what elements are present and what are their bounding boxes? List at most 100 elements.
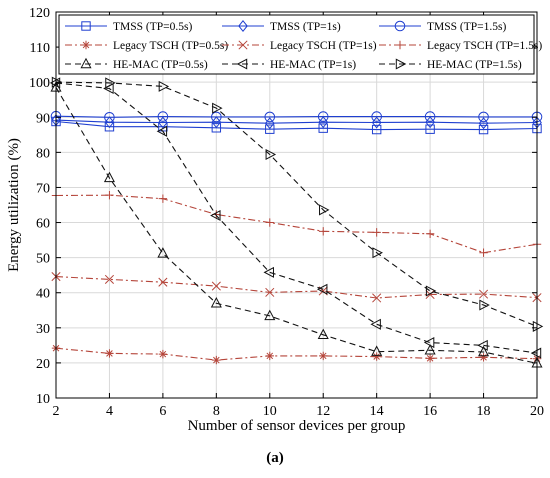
- legend-label: Legacy TSCH (TP=1.5s): [427, 40, 542, 52]
- legend-label: Legacy TSCH (TP=1s): [270, 40, 377, 52]
- y-tick-label: 100: [29, 76, 50, 91]
- legend-marker: [81, 40, 91, 50]
- data-point: [210, 209, 221, 222]
- data-point: [211, 281, 221, 291]
- series-line: [55, 81, 538, 327]
- legend-item: HE-MAC (TP=1s): [222, 58, 356, 71]
- data-point: [211, 123, 222, 133]
- data-point: [371, 345, 383, 356]
- series-7: [49, 77, 542, 359]
- data-point: [264, 309, 276, 321]
- x-tick-label: 16: [423, 404, 437, 419]
- data-point: [424, 344, 436, 355]
- data-point: [156, 125, 168, 137]
- y-tick-label: 70: [36, 181, 50, 196]
- data-point: [319, 227, 328, 236]
- series-line: [55, 120, 538, 131]
- data-point: [51, 76, 63, 88]
- data-point: [158, 194, 168, 203]
- legend-marker: [81, 21, 91, 31]
- data-point: [372, 352, 381, 361]
- data-point: [479, 248, 488, 257]
- data-point: [104, 116, 115, 129]
- legend-label: TMSS (TP=0.5s): [113, 21, 193, 33]
- data-point: [158, 349, 168, 359]
- legend-item: HE-MAC (TP=0.5s): [65, 57, 208, 71]
- series-line: [55, 119, 538, 124]
- legend-label: HE-MAC (TP=1s): [270, 59, 356, 71]
- axis-ticks: 10 20 30 40 50 60 70 80 90 100 110 120 2 4 6 8 10 12 14 16 1…: [29, 6, 544, 419]
- data-point: [105, 349, 114, 358]
- data-point: [263, 266, 274, 278]
- data-point: [104, 111, 115, 123]
- x-tick-label: 4: [106, 404, 113, 419]
- x-tick-label: 18: [477, 404, 491, 419]
- series-line: [55, 194, 538, 254]
- figure-caption: (a): [266, 450, 284, 466]
- y-tick-label: 60: [36, 217, 50, 232]
- x-tick-label: 2: [53, 404, 60, 419]
- data-point: [158, 80, 170, 92]
- data-point: [317, 328, 329, 340]
- legend-marker: [238, 20, 248, 32]
- data-point: [264, 111, 276, 123]
- series-lines: [49, 76, 544, 368]
- legend-label: TMSS (TP=1s): [270, 21, 341, 33]
- data-point: [478, 124, 489, 135]
- data-point: [424, 111, 436, 122]
- data-point: [210, 296, 222, 308]
- x-axis-label: Number of sensor devices per group: [188, 418, 406, 434]
- legend-box: [58, 14, 535, 75]
- legend-item: HE-MAC (TP=1.5s): [379, 58, 522, 71]
- y-tick-label: 120: [29, 6, 50, 21]
- x-tick-label: 14: [370, 404, 384, 419]
- data-point: [265, 218, 274, 227]
- data-point: [425, 124, 435, 134]
- data-point: [423, 337, 435, 349]
- data-point: [317, 111, 329, 122]
- legend-marker: [236, 58, 248, 70]
- data-point: [104, 274, 114, 284]
- series-4: [51, 272, 542, 303]
- legend-marker: [395, 40, 405, 50]
- data-point: [530, 347, 542, 359]
- data-point: [479, 353, 488, 362]
- series-line: [55, 347, 538, 361]
- y-tick-label: 30: [36, 322, 50, 337]
- data-point: [212, 102, 223, 114]
- data-point: [425, 285, 437, 297]
- series-3: [51, 343, 542, 365]
- data-point: [478, 111, 489, 123]
- data-point: [105, 77, 116, 89]
- data-point: [264, 117, 275, 130]
- data-point: [478, 345, 490, 357]
- data-point: [158, 277, 168, 287]
- data-point: [372, 293, 382, 303]
- legend: TMSS (TP=0.5s) TMSS (TP=1s) TMSS (TP=1.5s)…: [58, 14, 542, 75]
- legend-item: Legacy TSCH (TP=1s): [222, 40, 377, 52]
- legend-label: TMSS (TP=1.5s): [427, 21, 507, 33]
- data-point: [265, 287, 275, 297]
- data-point: [425, 354, 435, 363]
- y-tick-label: 110: [30, 41, 50, 56]
- legend-marker: [238, 40, 248, 50]
- legend-label: HE-MAC (TP=0.5s): [113, 59, 208, 71]
- legend-marker: [395, 58, 407, 70]
- data-point: [479, 289, 489, 299]
- data-point: [371, 124, 382, 135]
- series-line: [55, 82, 538, 354]
- data-point: [372, 247, 383, 259]
- data-point: [265, 351, 274, 361]
- series-0: [51, 116, 542, 135]
- data-point: [105, 190, 114, 200]
- legend-marker: [394, 20, 406, 32]
- legend-item: Legacy TSCH (TP=1.5s): [379, 40, 542, 52]
- x-tick-label: 8: [213, 404, 220, 419]
- data-point: [265, 148, 277, 160]
- data-point: [370, 318, 381, 330]
- series-2: [50, 110, 543, 123]
- data-point: [372, 228, 381, 237]
- x-tick-label: 12: [316, 404, 330, 419]
- legend-item: TMSS (TP=1.5s): [379, 20, 507, 33]
